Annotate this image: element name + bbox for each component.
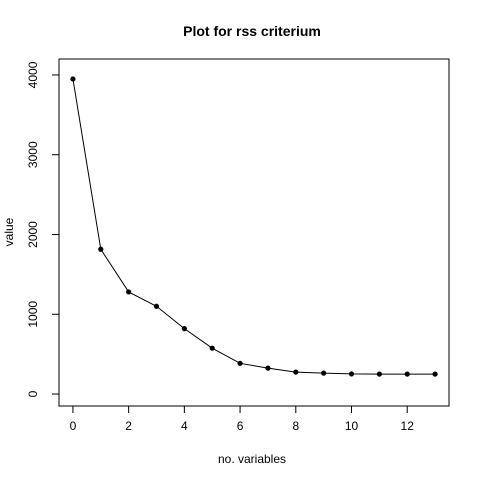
y-tick-label: 3000 [26,141,40,168]
data-point [181,326,187,332]
x-tick-label: 8 [292,419,299,433]
y-tick-label: 4000 [26,61,40,88]
data-point [265,365,271,371]
x-tick-label: 6 [237,419,244,433]
data-point [126,289,132,295]
y-tick-label: 1000 [26,301,40,328]
x-tick-label: 12 [401,419,415,433]
y-tick-label: 2000 [26,221,40,248]
data-point [404,371,410,377]
chart-title: Plot for rss criterium [183,23,321,39]
x-tick-label: 10 [345,419,359,433]
data-point [209,345,215,351]
y-tick-label: 0 [26,390,40,397]
x-tick-label: 2 [125,419,132,433]
x-tick-label: 4 [181,419,188,433]
data-point [293,369,299,375]
data-point [98,246,104,252]
y-axis: 0 1000 2000 3000 4000 [26,61,60,397]
plot-frame [58,58,450,407]
data-point [376,371,382,377]
y-axis-label: value [2,217,16,246]
data-point [237,360,243,366]
data-point [70,76,76,82]
data-point [153,303,160,309]
data-point [432,371,438,377]
series-line [72,78,436,375]
data-point [321,370,327,376]
data-point [348,371,355,377]
x-axis-label: no. variables [218,452,286,466]
x-tick-label: 0 [70,419,77,433]
x-axis: 0 2 4 6 8 10 12 [70,405,415,433]
rss-series [70,76,438,377]
